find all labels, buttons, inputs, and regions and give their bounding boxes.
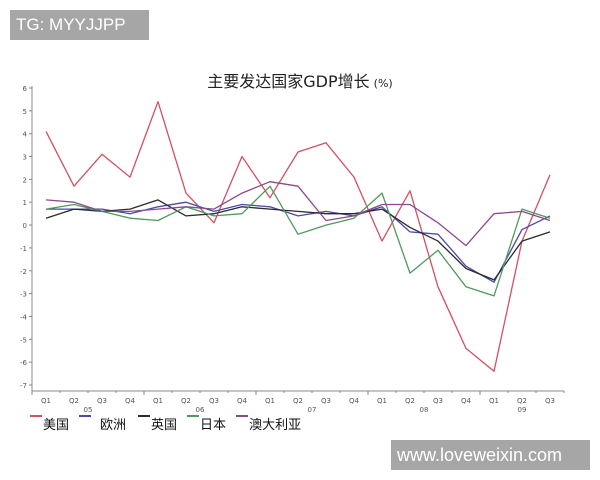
y-tick-label: -7: [20, 382, 27, 390]
legend-label: 英国: [151, 418, 178, 433]
legend-swatch: [30, 415, 42, 417]
x-tick-label: Q4: [125, 397, 136, 405]
x-tick-label: Q1: [153, 397, 163, 405]
x-tick-label: Q2: [293, 397, 303, 405]
x-year-label: 06: [196, 406, 205, 414]
y-tick-label: -6: [20, 359, 28, 367]
legend-item: 日本: [187, 414, 226, 433]
x-tick-label: Q1: [377, 397, 387, 405]
legend-item: 美国: [30, 414, 69, 433]
y-tick-label: -2: [20, 268, 27, 276]
series-line: [45, 199, 551, 281]
chart-title-unit: (%): [373, 77, 393, 90]
series-line: [45, 101, 551, 372]
chart-title: 主要发达国家GDP增长 (%): [0, 68, 600, 92]
legend-swatch: [138, 415, 151, 417]
watermark-bottom-right: www.loveweixin.com: [391, 440, 590, 470]
chart-axes: 6 5 4 3 2 1 0 -1 -2 -3 -4 -5 -6 -7: [20, 85, 565, 395]
y-tick-label: -3: [20, 291, 27, 299]
legend-label: 美国: [43, 418, 70, 433]
x-tick-label: Q4: [349, 397, 360, 405]
series-line: [46, 201, 551, 283]
x-year-label: 07: [308, 406, 317, 414]
y-tick-label: -5: [20, 336, 27, 344]
legend-label: 日本: [200, 418, 227, 433]
y-tick-label: 0: [23, 222, 27, 230]
y-tick-label: -4: [20, 313, 28, 321]
legend-swatch: [236, 415, 249, 417]
y-tick-label: 1: [23, 199, 27, 207]
x-tick-label: Q3: [545, 397, 555, 405]
legend-swatch: [187, 415, 200, 417]
legend-item: 澳大利亚: [236, 414, 301, 433]
chart-title-text: 主要发达国家GDP增长: [207, 72, 370, 91]
legend-item: 欧洲: [79, 414, 126, 433]
chart-lines: [45, 101, 551, 372]
y-tick-label: -1: [20, 245, 27, 253]
x-tick-label: Q2: [181, 397, 191, 405]
legend-item: 英国: [138, 414, 177, 433]
x-tick-label: Q1: [265, 397, 275, 405]
x-axis-labels: Q1 Q2 Q3 Q4 Q1 Q2 Q3 Q4 Q1 Q2 Q3 Q4 Q1 Q2 Q3 Q4 Q1 Q2 Q3 05…: [41, 397, 555, 414]
x-tick-label: Q1: [489, 397, 499, 405]
x-tick-label: Q2: [517, 397, 527, 405]
series-line: [45, 185, 551, 297]
y-tick-label: 4: [23, 131, 28, 139]
series-line: [45, 181, 551, 247]
x-year-label: 09: [518, 406, 527, 414]
x-tick-label: Q4: [237, 397, 248, 405]
watermark-top-left: TG: MYYJJPP: [10, 10, 149, 40]
x-tick-label: Q2: [405, 397, 415, 405]
y-tick-label: 6: [23, 85, 28, 93]
y-tick-label: 3: [23, 154, 27, 162]
x-year-label: 05: [84, 406, 93, 414]
x-tick-label: Q4: [461, 397, 472, 405]
x-tick-label: Q2: [69, 397, 79, 405]
y-tick-label: 5: [23, 108, 27, 116]
x-tick-label: Q3: [97, 397, 107, 405]
x-tick-label: Q3: [209, 397, 219, 405]
x-tick-label: Q1: [41, 397, 51, 405]
x-tick-label: Q3: [321, 397, 331, 405]
legend-label: 澳大利亚: [249, 418, 302, 433]
y-tick-label: 2: [23, 176, 27, 184]
x-year-label: 08: [420, 406, 429, 414]
x-tick-label: Q3: [433, 397, 443, 405]
legend-label: 欧洲: [100, 418, 127, 433]
chart-legend: 美国 欧洲 英国 日本 澳大利亚: [30, 414, 311, 433]
legend-swatch: [79, 415, 92, 417]
